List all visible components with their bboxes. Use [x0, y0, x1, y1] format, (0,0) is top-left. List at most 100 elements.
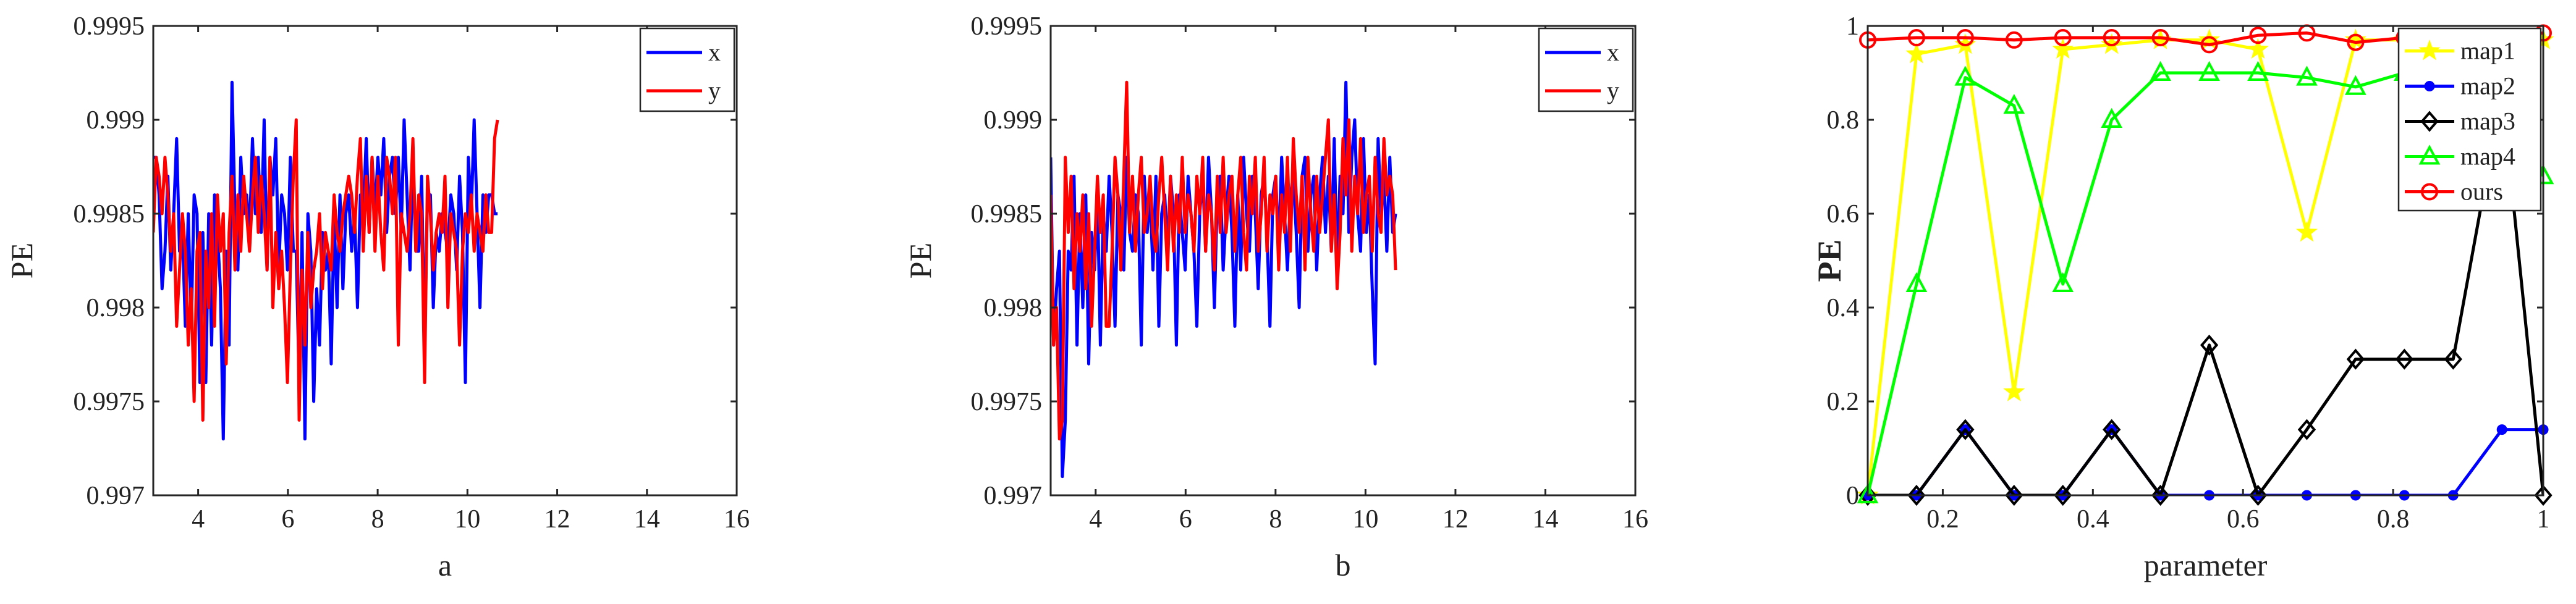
axes-frame — [1866, 25, 2544, 497]
point-map4 — [2296, 65, 2318, 86]
point-map2 — [2496, 424, 2507, 435]
legend-label-y: y — [708, 77, 721, 104]
point-map3 — [2151, 484, 2170, 506]
point-map4 — [2150, 61, 2171, 81]
legend-label-y: y — [1607, 77, 1619, 104]
point-map1 — [2003, 380, 2025, 401]
point-map1 — [2052, 38, 2074, 59]
legend-label-map2: map2 — [2460, 72, 2515, 100]
y-tick-label: 0.9975 — [74, 388, 145, 416]
legend-label-map1: map1 — [2460, 37, 2515, 65]
point-map3 — [1907, 484, 1926, 506]
legend-marker-map4 — [2418, 145, 2441, 165]
chart-parameter: 0.2 0.4 0.6 0.8 1 0 0.2 0.4 0.6 0.8 1 parameter PE ma… — [1811, 12, 2554, 582]
y-tick-label: 0.999 — [87, 106, 145, 135]
y-axis-label: PE — [4, 243, 39, 279]
point-map4 — [1954, 65, 1976, 86]
series-line-x — [1051, 80, 1397, 479]
x-tick-label: 14 — [634, 505, 660, 534]
y-tick-label: 0.9995 — [74, 12, 145, 41]
point-map4 — [2003, 93, 2025, 114]
point-map3 — [2346, 348, 2365, 370]
y-tick-label: 0.8 — [1827, 106, 1860, 135]
y-tick-label: 0.997 — [87, 482, 145, 510]
point-map3 — [2248, 484, 2268, 506]
point-map4 — [1857, 483, 1879, 503]
point-map3 — [2395, 348, 2413, 370]
y-tick-label: 0.998 — [87, 294, 145, 322]
x-axis-label: b — [1336, 548, 1351, 582]
y-tick-label: 0 — [1846, 482, 1859, 510]
x-tick-label: 8 — [371, 505, 384, 534]
x-tick-label: 14 — [1532, 505, 1558, 534]
x-tick-label: 10 — [454, 505, 480, 534]
series-line-x — [153, 80, 498, 441]
legend-label-map3: map3 — [2460, 107, 2515, 135]
point-ours — [2249, 27, 2267, 44]
chart-a: 4 6 8 10 12 14 16 0.997 0.9975 0.998 0.9985 0.999 0.… — [4, 12, 750, 582]
point-ours — [2103, 29, 2121, 46]
point-map4 — [2198, 61, 2220, 81]
y-tick-label: 0.998 — [984, 294, 1043, 322]
x-tick-label: 8 — [1269, 505, 1282, 534]
legend-marker-map2 — [2424, 81, 2435, 91]
point-ours — [2005, 31, 2023, 49]
legend-label-ours: ours — [2460, 178, 2503, 206]
axes-frame — [152, 25, 738, 497]
point-map4 — [2247, 61, 2269, 81]
legend-marker-map3 — [2420, 111, 2439, 132]
point-map3 — [1956, 419, 1975, 440]
x-tick-label: 4 — [1089, 505, 1102, 534]
x-tick-label: 6 — [1179, 505, 1192, 534]
legend-box — [639, 27, 735, 112]
legend-marker-map1 — [2418, 40, 2441, 61]
legend-label-map4: map4 — [2460, 143, 2515, 170]
point-map3 — [2103, 419, 2121, 440]
y-tick-label: 0.2 — [1827, 388, 1860, 416]
y-tick-label: 0.997 — [984, 482, 1043, 510]
x-tick-label: 10 — [1352, 505, 1378, 534]
point-map1 — [2295, 220, 2318, 242]
y-tick-label: 0.9995 — [971, 12, 1043, 41]
y-axis-label: PE — [1811, 239, 1848, 282]
point-map4 — [1905, 272, 1928, 292]
legend: xy — [639, 27, 735, 112]
point-map4 — [2101, 107, 2123, 128]
point-map1 — [2344, 28, 2366, 49]
x-tick-label: 12 — [544, 505, 570, 534]
point-ours — [2347, 33, 2365, 51]
point-map3 — [2054, 484, 2072, 506]
x-tick-label: 16 — [724, 505, 750, 534]
y-tick-label: 0.9975 — [971, 388, 1043, 416]
point-map4 — [2345, 75, 2366, 95]
x-axis-label: parameter — [2144, 548, 2268, 582]
x-tick-label: 0.6 — [2227, 505, 2260, 534]
legend: xy — [1538, 27, 1634, 112]
x-tick-label: 6 — [281, 505, 294, 534]
legend: map1 map2 map3 map4 ours — [2397, 27, 2542, 212]
point-ours — [1907, 29, 1925, 46]
point-map3 — [2005, 484, 2023, 506]
point-ours — [2200, 36, 2218, 54]
point-ours — [2151, 29, 2169, 46]
legend-label-x: x — [1607, 38, 1619, 66]
y-tick-label: 0.6 — [1827, 200, 1860, 229]
x-tick-label: 4 — [192, 505, 205, 534]
point-ours — [2054, 29, 2072, 46]
y-axis-label: PE — [903, 243, 938, 279]
axes-frame — [1049, 25, 1637, 497]
point-map1 — [2247, 38, 2269, 59]
series-line-y — [1051, 80, 1397, 441]
x-tick-label: 0.4 — [2077, 505, 2109, 534]
x-tick-label: 12 — [1443, 505, 1468, 534]
x-tick-label: 0.2 — [1926, 505, 1959, 534]
x-tick-label: 16 — [1622, 505, 1648, 534]
legend-label-x: x — [708, 38, 721, 66]
y-tick-label: 0.9985 — [971, 200, 1043, 229]
series-line-y — [153, 118, 499, 422]
series-line-map3 — [1868, 90, 2543, 495]
point-map3 — [2534, 484, 2553, 506]
x-tick-label: 0.8 — [2377, 505, 2410, 534]
x-axis-label: a — [438, 548, 452, 582]
